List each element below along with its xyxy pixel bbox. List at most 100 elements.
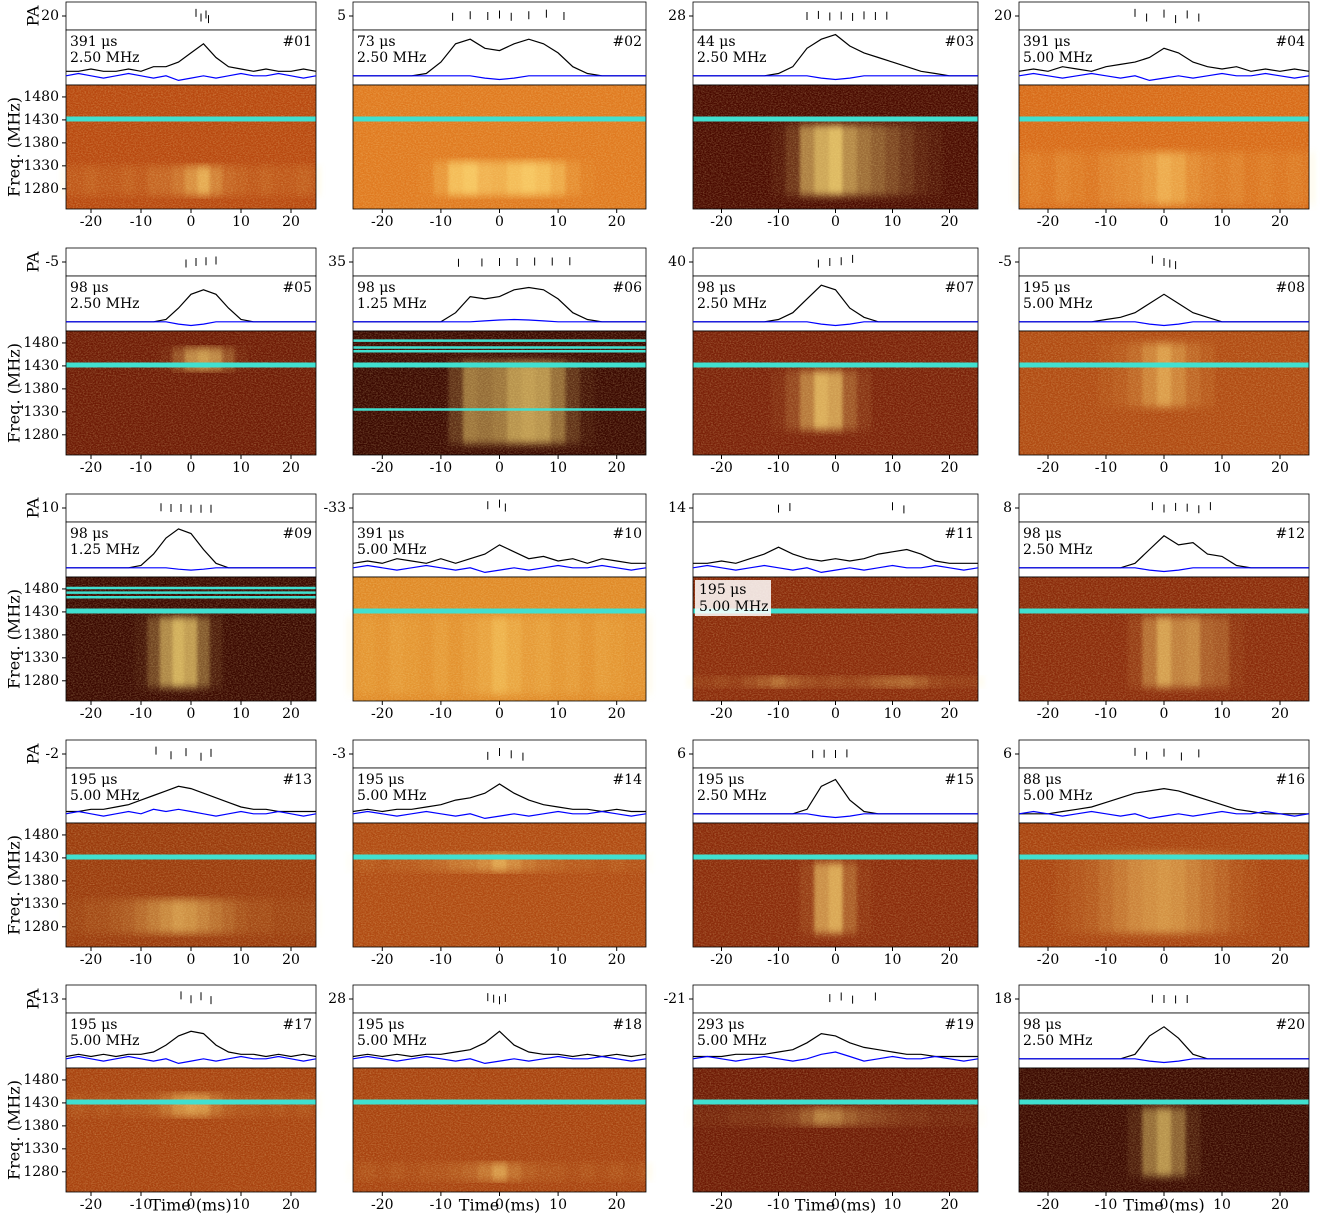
emission-cell [1142,853,1157,934]
emission-cell [814,676,829,688]
y-tick-label: 1430 [23,604,59,620]
pa-frame [352,247,647,277]
x-tick-label: 0 [495,460,504,476]
emission-cell [1098,342,1114,408]
emission-cell [360,1162,375,1181]
emission-cell [418,161,434,196]
emission-cell [842,862,857,934]
emission-cell [147,616,160,688]
x-tick-label: 10 [884,1197,902,1213]
x-tick-label: 0 [495,214,504,230]
y-tick-label: 1280 [23,181,59,197]
emission-cell [234,1093,248,1117]
emission-cell [97,899,110,934]
x-tick-label: 0 [1160,1197,1169,1213]
pa-axis-label: PA [24,988,43,1009]
emission-cell [1142,152,1157,205]
x-tick-label: 20 [1271,952,1289,968]
emission-cell [1214,853,1230,934]
emission-cell [297,1093,310,1117]
pa-tick-label: 6 [1003,746,1012,762]
emission-cell [159,1093,173,1117]
pa-tick-label: 6 [677,746,686,762]
x-tick-label: 10 [232,214,250,230]
emission-cell [550,1162,566,1181]
emission-cell [1200,616,1215,688]
emission-cell [284,1093,298,1117]
emission-cell [1171,616,1186,688]
emission-cell [842,1107,857,1126]
profile-line [352,783,646,813]
freq-res: 1.25 MHz [70,542,140,558]
x-tick-label: -10 [430,1197,453,1213]
emission-cell [814,124,829,196]
emission-cell [492,616,507,695]
emission-cell [536,361,551,444]
x-tick-label: -10 [430,706,453,722]
x-tick-label: -20 [371,1197,394,1213]
emission-cell [172,616,185,688]
emission-cell [418,1162,434,1181]
pa-tick-label: 14 [668,500,686,516]
emission-cell [714,676,729,688]
profile-line [693,75,978,81]
emission-cell [550,161,566,196]
profile-frame [352,1012,647,1069]
y-axis-label: Freq. (MHz) [5,589,24,689]
profile-line [1018,72,1310,82]
emission-cell [1026,152,1041,205]
pa-tick-label: -3 [332,746,346,762]
pa-tick-label: 40 [668,254,686,270]
time-res: 195 μs [70,1017,117,1033]
emission-cell [785,124,800,196]
emission-cell [871,1107,886,1126]
emission-cell [1156,152,1172,205]
emission-cell [122,899,135,934]
profile-line [353,75,646,81]
emission-cell [942,676,957,688]
x-tick-label: 20 [282,214,300,230]
y-tick-label: 1330 [23,158,59,174]
freq-res: 2.50 MHz [697,296,767,312]
emission-cell [506,161,522,196]
profile-line [1019,321,1309,327]
burst-id: #12 [1275,526,1305,542]
emission-cell [389,1162,405,1181]
emission-cell [609,1162,625,1181]
x-tick-label: 0 [831,952,840,968]
emission-cell [234,165,248,196]
emission-cell [1113,342,1128,408]
x-tick-label: 0 [1160,706,1169,722]
profile-line [1019,1058,1309,1064]
x-tick-label: 20 [282,460,300,476]
emission-cell [1185,342,1201,408]
emission-cell [565,361,581,444]
x-tick-label: -10 [1095,214,1118,230]
x-tick-label: -20 [1037,214,1060,230]
time-res: 88 μs [1023,772,1062,788]
freq-res: 1.25 MHz [357,296,427,312]
emission-cell [234,899,248,934]
burst-id: #18 [612,1017,642,1033]
emission-cell [580,616,595,695]
burst-id: #10 [612,526,642,542]
emission-cell [1171,152,1186,205]
freq-res: 2.50 MHz [70,50,140,66]
time-res: 195 μs [697,772,744,788]
x-tick-label: 0 [1160,952,1169,968]
emission-cell [272,165,285,196]
x-tick-label: 10 [884,706,902,722]
freq-res: 2.50 MHz [697,788,767,804]
burst-id: #15 [944,772,974,788]
profile-line [352,810,647,820]
y-tick-label: 1380 [23,381,59,397]
profile-frame [65,29,317,86]
emission-cell [448,161,463,196]
pa-axis-label: PA [24,497,43,518]
time-res: 391 μs [1023,34,1070,50]
emission [685,676,986,688]
emission-cell [521,616,537,695]
profile-line [1018,47,1310,72]
burst-id: #06 [612,280,642,296]
emission-cell [448,361,463,444]
